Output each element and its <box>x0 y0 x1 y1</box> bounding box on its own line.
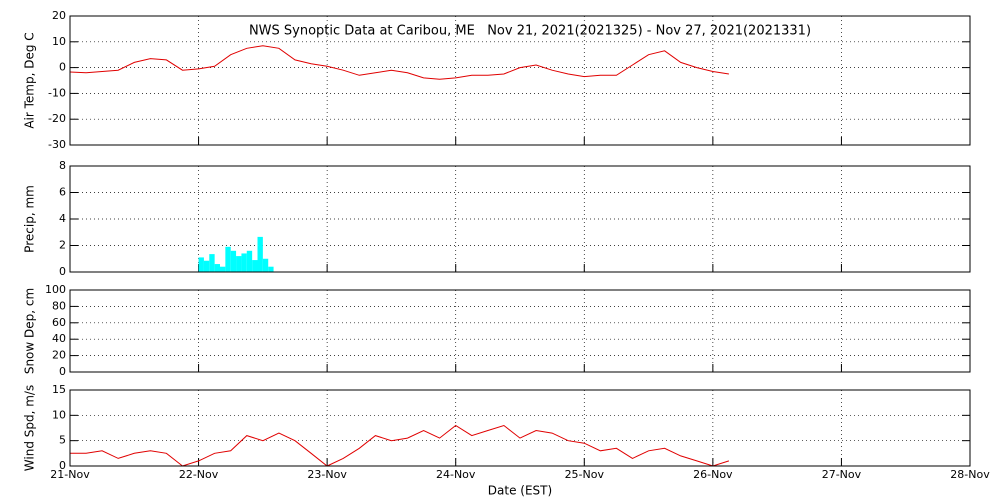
bar <box>230 250 237 272</box>
bar <box>209 254 215 272</box>
bar <box>220 266 226 272</box>
y-tick-label: 60 <box>52 316 66 329</box>
data-line <box>70 424 730 467</box>
x-tick-label: 26-Nov <box>693 468 733 481</box>
y-tick-label: 4 <box>59 212 66 225</box>
y-tick-label: 8 <box>59 159 66 172</box>
bar <box>241 253 247 272</box>
x-tick-label: 22-Nov <box>179 468 219 481</box>
data-line <box>69 45 729 80</box>
y-tick-label: 6 <box>59 186 66 199</box>
bar <box>262 258 269 272</box>
plot-frame <box>69 389 971 467</box>
y-tick-label: 100 <box>45 283 66 296</box>
y-tick-label: -10 <box>48 86 66 99</box>
y-tick-label: 5 <box>59 434 66 447</box>
chart-title: NWS Synoptic Data at Caribou, ME Nov 21,… <box>249 24 811 39</box>
y-tick-label: -20 <box>48 112 66 125</box>
x-tick-label: 28-Nov <box>950 468 990 481</box>
y-axis-label: Precip, mm <box>23 185 37 253</box>
y-axis-label: Wind Spd, m/s <box>23 385 37 471</box>
y-tick-label: 20 <box>52 349 66 362</box>
y-tick-label: 0 <box>59 61 66 74</box>
bar <box>203 260 210 272</box>
bar <box>257 236 263 272</box>
plot-frame <box>69 15 971 146</box>
bar <box>198 257 204 272</box>
y-tick-label: 10 <box>52 35 66 48</box>
bar <box>252 260 258 272</box>
y-tick-label: 2 <box>59 239 66 252</box>
bar <box>214 264 220 272</box>
plot-frame <box>69 289 971 373</box>
y-tick-label: 0 <box>59 265 66 278</box>
x-tick-label: 27-Nov <box>822 468 862 481</box>
bar <box>246 250 253 272</box>
x-tick-label: 23-Nov <box>307 468 347 481</box>
x-tick-label: 24-Nov <box>436 468 476 481</box>
x-axis-label: Date (EST) <box>488 484 552 498</box>
y-tick-label: 0 <box>59 459 66 472</box>
bar <box>268 266 274 272</box>
y-tick-label: 20 <box>52 9 66 22</box>
y-tick-label: -30 <box>48 138 66 151</box>
x-tick-label: 21-Nov <box>50 468 90 481</box>
bar <box>236 256 242 272</box>
y-tick-label: 15 <box>52 383 66 396</box>
y-tick-label: 80 <box>52 299 66 312</box>
y-axis-label: Air Temp, Deg C <box>23 32 37 128</box>
x-tick-label: 25-Nov <box>565 468 605 481</box>
bar <box>225 246 231 272</box>
y-axis-label: Snow Dep, cm <box>23 288 37 374</box>
y-tick-label: 40 <box>52 332 66 345</box>
y-tick-label: 10 <box>52 408 66 421</box>
plot-frame <box>69 165 971 273</box>
y-tick-label: 0 <box>59 365 66 378</box>
